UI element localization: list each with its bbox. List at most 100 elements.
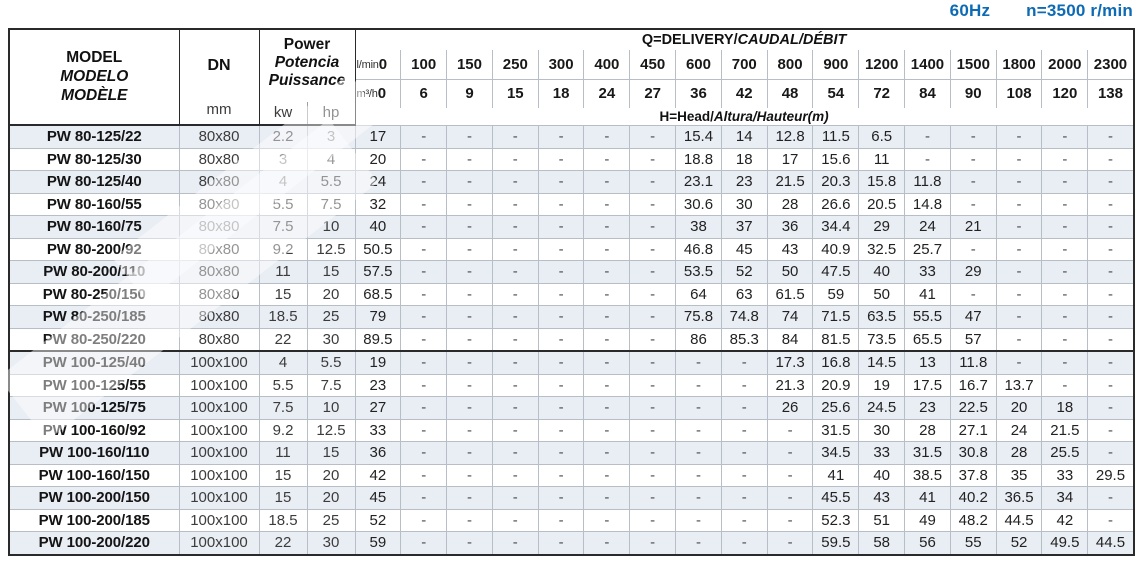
head-cell: 50 [858,282,905,306]
head-cell: - [1087,170,1134,193]
head-cell: - [400,486,447,509]
dn-cell: 80x80 [178,147,259,171]
head-cell: 18 [1041,396,1088,419]
dn-cell: 100x100 [178,373,259,397]
head-cell: 17 [354,124,401,148]
head-cell: 38.5 [904,463,951,487]
head-cell: - [720,418,768,442]
head-cell: 26.6 [812,192,859,216]
kw-cell: 15 [258,463,307,487]
flow-m3h-value: 6 [400,79,447,109]
table-row: PW 100-200/220 100x100 22 30 59- - - - - - - - -59.5… [8,531,1134,555]
head-cell: - [675,531,722,555]
hp-cell: 7.5 [306,373,355,397]
dn-cell: 80x80 [178,327,259,351]
head-cell: - [1087,215,1134,238]
head-cell: - [583,237,630,261]
model-column-header: MODEL MODELO MODÈLE [9,29,180,126]
table-row: PW 80-200/92 80x80 9.2 12.5 50.5- - - - - -46.8 45… [8,237,1134,261]
head-cell: 11.5 [812,124,859,148]
model-cell: PW 80-250/150 [8,282,179,306]
model-cell: PW 100-125/55 [8,373,179,397]
head-cell: 11.8 [904,170,951,193]
flow-lmin-value: 450 [629,50,676,80]
flow-m3h-label: m³/h [356,87,378,100]
head-cell: - [583,396,630,419]
head-cell: - [491,441,539,464]
table-row: PW 80-250/185 80x80 18.5 25 79- - - - - -75.8 74.8… [8,305,1134,328]
flow-lmin-value: 1200 [858,50,905,80]
head-cell: - [949,147,997,171]
kw-cell: 18.5 [258,508,307,532]
head-cell: 21.5 [766,170,813,193]
head-cell: - [491,147,539,171]
head-cell: - [995,170,1042,193]
head-cell: - [446,350,493,374]
head-cell: 42 [354,463,401,487]
head-cell: - [537,373,584,397]
flow-lmin-unit-cell: l/min 0 [354,50,401,80]
head-cell: 52.3 [812,508,859,532]
head-cell: - [675,441,722,464]
hp-cell: 3 [306,124,355,148]
head-cell: - [537,418,584,442]
head-cell: - [720,531,768,555]
head-cell: - [491,350,539,374]
head-cell: - [583,282,630,306]
dn-cell: 100x100 [178,441,259,464]
flow-lmin-value: 2000 [1041,50,1088,80]
dn-cell: 100x100 [178,350,259,374]
head-cell: - [1087,418,1134,442]
head-cell: - [491,260,539,283]
flow-lmin-value: 600 [675,50,722,80]
head-cell: 41 [904,486,951,509]
dn-cell: 100x100 [178,486,259,509]
flow-m3h-value: 72 [858,79,905,109]
head-cell: 29 [949,260,997,283]
head-cell: 40.9 [812,237,859,261]
head-cell: 43 [858,486,905,509]
hp-cell: 5.5 [306,350,355,374]
head-cell: - [491,237,539,261]
dn-cell: 80x80 [178,170,259,193]
head-cell: 89.5 [354,327,401,351]
head-cell: 32.5 [858,237,905,261]
kw-cell: 22 [258,531,307,555]
head-cell: - [1041,327,1088,351]
power-header-line: Puissance [268,71,346,89]
head-cell: - [537,170,584,193]
flow-lmin-value: 400 [583,50,630,80]
head-cell: 21 [949,215,997,238]
head-cell: 61.5 [766,282,813,306]
head-cell: 36 [766,215,813,238]
model-cell: PW 80-160/75 [8,215,179,238]
flow-m3h-unit-cell: m³/h 0 [354,79,401,109]
head-cell: 11 [858,147,905,171]
head-cell: 47.5 [812,260,859,283]
head-cell: 14.5 [858,350,905,374]
power-column-header: Power Potencia Puissance kw hp [259,29,356,126]
head-cell: 19 [354,350,401,374]
head-cell: 34.5 [812,441,859,464]
head-cell: - [675,373,722,397]
kw-cell: 4 [258,170,307,193]
head-cell: - [1087,396,1134,419]
head-cell: - [537,237,584,261]
head-cell: - [537,531,584,555]
head-cell: 19 [858,373,905,397]
head-cell: 16.8 [812,350,859,374]
head-cell: 38 [675,215,722,238]
table-row: PW 80-160/55 80x80 5.5 7.5 32- - - - - -30.6 30 28 2… [8,192,1134,216]
head-cell: 37 [720,215,768,238]
head-cell: - [995,124,1042,148]
dn-cell: 100x100 [178,418,259,442]
head-cell: - [446,418,493,442]
head-cell: 68.5 [354,282,401,306]
head-cell: 30.8 [949,441,997,464]
head-cell: 79 [354,305,401,328]
head-cell: - [995,260,1042,283]
head-cell: - [446,215,493,238]
hp-cell: 10 [306,215,355,238]
head-cell: 49.5 [1041,531,1088,555]
head-cell: - [720,396,768,419]
